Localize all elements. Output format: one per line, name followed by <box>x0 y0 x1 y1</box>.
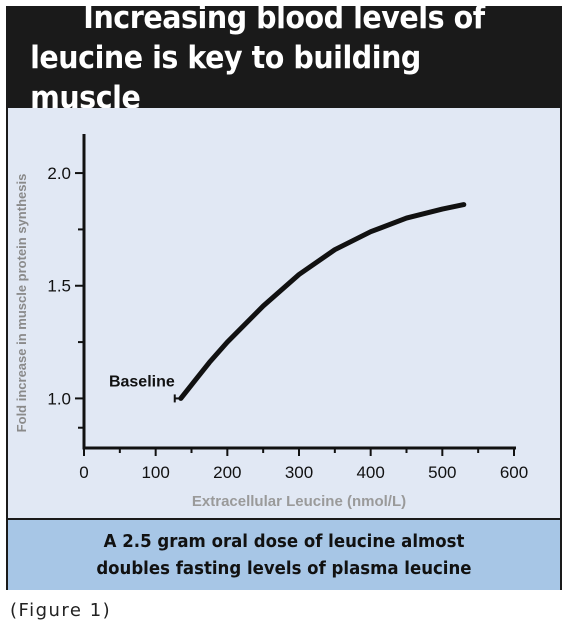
caption-line-2: doubles fasting levels of plasma leucine <box>96 558 472 579</box>
caption-box: A 2.5 gram oral dose of leucine almost d… <box>8 518 560 590</box>
x-axis-label: Extracellular Leucine (nmol/L) <box>192 493 406 510</box>
y-axis-label: Fold increase in muscle protein synthesi… <box>14 174 29 433</box>
line-chart: 0 100 200 300 400 500 600 1.0 1.5 2.0 Extracellula… <box>14 134 528 510</box>
x-tick-label: 600 <box>500 463 528 482</box>
y-tick-label: 2.0 <box>47 164 71 183</box>
x-tick-label: 0 <box>79 463 88 482</box>
title-line-2: leucine is key to building muscle <box>30 40 421 116</box>
figure-frame: Increasing blood levels of leucine is ke… <box>6 0 562 590</box>
x-tick-label: 400 <box>356 463 384 482</box>
x-tick-label: 100 <box>141 463 169 482</box>
figure-label: (Figure 1) <box>10 600 112 621</box>
y-tick-label: 1.5 <box>47 277 71 296</box>
baseline-annotation: Baseline <box>109 373 175 390</box>
caption-line-1: A 2.5 gram oral dose of leucine almost <box>103 531 465 552</box>
plot-area: 0 100 200 300 400 500 600 1.0 1.5 2.0 Extracellula… <box>8 108 560 518</box>
x-tick-label: 500 <box>428 463 456 482</box>
x-tick-label: 200 <box>213 463 241 482</box>
title-line-1: Increasing blood levels of <box>83 0 485 36</box>
chart-title: Increasing blood levels of leucine is ke… <box>30 0 538 116</box>
x-tick-label: 300 <box>285 463 313 482</box>
y-tick-label: 1.0 <box>47 389 71 408</box>
series-line <box>178 202 467 401</box>
